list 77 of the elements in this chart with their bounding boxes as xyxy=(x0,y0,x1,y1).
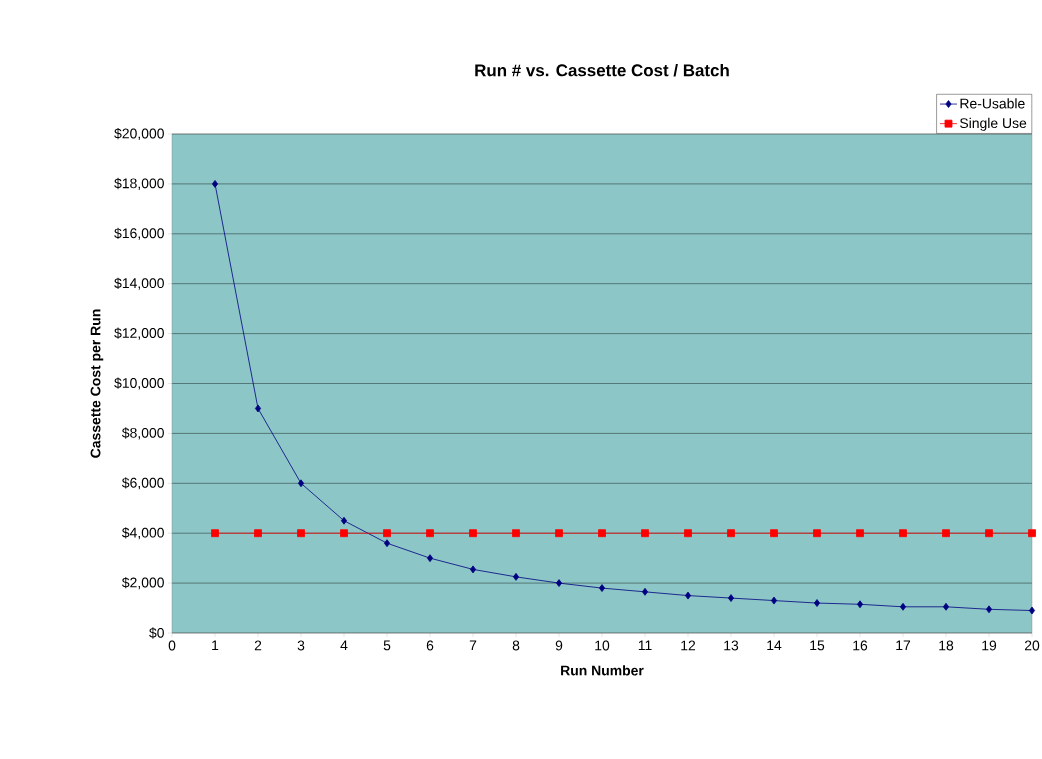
x-tick-label: 9 xyxy=(555,640,563,651)
x-tick-label: 3 xyxy=(297,640,305,651)
point xyxy=(469,529,477,538)
point xyxy=(727,529,735,538)
point xyxy=(1028,606,1036,615)
x-tick-label: 10 xyxy=(595,640,610,651)
x-tick-label: 1 xyxy=(212,640,219,651)
x-tick-label: 5 xyxy=(383,640,391,651)
x-tick-label: 13 xyxy=(724,640,739,651)
point xyxy=(727,594,735,602)
legend-label: Re-Usable xyxy=(960,98,1025,109)
point xyxy=(598,584,606,592)
point xyxy=(512,572,520,581)
point xyxy=(985,529,993,538)
x-tick-label: 7 xyxy=(469,640,477,651)
y-tick-label: $16,000 xyxy=(114,227,164,240)
point xyxy=(254,529,262,538)
point xyxy=(942,602,950,611)
x-tick-label: 15 xyxy=(810,640,825,651)
y-tick-label: $10,000 xyxy=(114,377,164,390)
x-tick-label: 0 xyxy=(168,640,176,651)
x-tick-label: 17 xyxy=(896,640,911,651)
point xyxy=(856,600,864,609)
point xyxy=(426,529,434,538)
point xyxy=(598,529,606,538)
x-tick-label: 16 xyxy=(853,640,868,651)
y-tick-label: $8,000 xyxy=(121,427,164,440)
y-tick-label: $18,000 xyxy=(114,177,164,190)
point xyxy=(512,529,520,538)
point xyxy=(899,529,907,538)
point xyxy=(985,605,993,614)
point xyxy=(813,529,821,538)
y-tick-label: $4,000 xyxy=(121,527,164,540)
x-tick-label: 11 xyxy=(638,640,652,651)
x-tick-label: 8 xyxy=(512,640,520,651)
x-tick-label: 19 xyxy=(982,640,997,651)
point xyxy=(641,529,649,538)
y-tick-label: $6,000 xyxy=(121,477,164,490)
point xyxy=(684,591,692,600)
point xyxy=(211,529,219,538)
y-tick-label: $2,000 xyxy=(121,577,164,590)
point xyxy=(770,596,778,605)
y-tick-label: $20,000 xyxy=(114,127,164,141)
point xyxy=(641,587,649,596)
point xyxy=(383,539,391,548)
point xyxy=(770,529,778,538)
x-tick-label: 18 xyxy=(939,640,954,651)
point xyxy=(340,516,348,525)
point xyxy=(254,404,262,413)
point xyxy=(426,554,434,563)
point xyxy=(899,602,907,611)
point xyxy=(469,565,477,574)
legend-label: Single Use xyxy=(960,117,1027,131)
point xyxy=(856,529,864,538)
point xyxy=(297,529,305,538)
y-tick-label: $14,000 xyxy=(114,277,164,290)
point xyxy=(297,479,305,488)
point xyxy=(211,179,219,188)
point xyxy=(684,529,692,538)
point xyxy=(340,529,348,538)
point xyxy=(555,529,563,538)
point xyxy=(383,529,391,538)
x-tick-label: 14 xyxy=(767,640,782,651)
x-tick-label: 2 xyxy=(254,640,262,651)
y-tick-label: $0 xyxy=(149,627,164,639)
x-tick-label: 4 xyxy=(340,640,348,651)
chart-title: Run # vs. Cassette Cost / Batch xyxy=(475,63,729,77)
y-axis-title: Cassette Cost per Run xyxy=(90,309,104,458)
point xyxy=(813,599,821,607)
point xyxy=(1028,529,1036,538)
x-tick-label: 20 xyxy=(1024,640,1040,651)
point xyxy=(942,529,950,538)
x-axis-title: Run Number xyxy=(561,665,644,676)
x-tick-label: 6 xyxy=(426,640,434,651)
point xyxy=(555,579,563,587)
y-tick-label: $12,000 xyxy=(114,327,164,340)
x-tick-label: 12 xyxy=(681,640,696,651)
